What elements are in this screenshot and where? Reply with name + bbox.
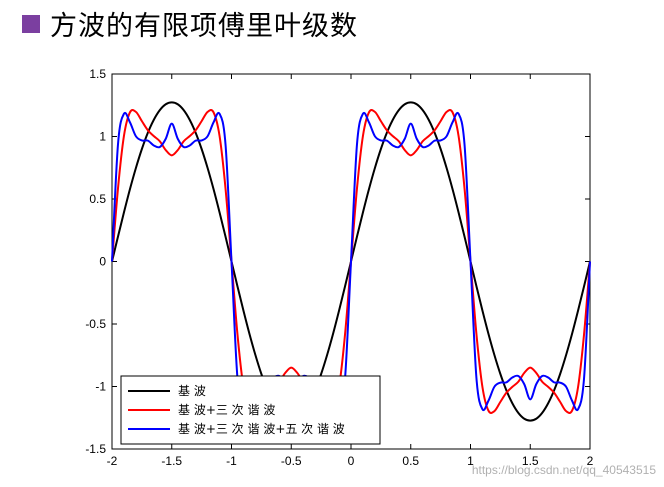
x-tick-label: 1.5 — [522, 454, 539, 468]
y-tick-label: 1.5 — [89, 67, 106, 81]
page-title: 方波的有限项傅里叶级数 — [50, 11, 358, 42]
square-bullet-icon — [22, 14, 40, 33]
watermark: https://blog.csdn.net/qq_40543515 — [471, 463, 656, 477]
y-tick-label: -0.5 — [85, 317, 106, 331]
legend: 基 波基 波+三 次 谐 波基 波+三 次 谐 波+五 次 谐 波 — [120, 375, 381, 445]
x-tick-label: -1 — [226, 454, 237, 468]
x-tick-label: 0 — [348, 454, 355, 468]
x-tick-label: -0.5 — [281, 454, 302, 468]
x-tick-label: -1.5 — [161, 454, 182, 468]
series-lines — [111, 101, 591, 422]
legend-label-2: 基 波+三 次 谐 波+五 次 谐 波 — [178, 422, 345, 436]
y-tick-label: -1.5 — [85, 442, 106, 456]
slide-title: 方波的有限项傅里叶级数 — [22, 4, 358, 43]
y-tick-label: 0 — [99, 255, 106, 269]
x-tick-label: 0.5 — [402, 454, 419, 468]
legend-label-0: 基 波 — [178, 384, 206, 398]
x-tick-label: 1 — [467, 454, 474, 468]
x-tick-label: 2 — [587, 454, 594, 468]
series-line-2 — [111, 111, 591, 412]
y-tick-label: 0.5 — [89, 192, 106, 206]
y-tick-label: 1 — [99, 130, 106, 144]
axis-ticks: -2 -1.5 -1 -0.5 0 0.5 1 1.5 2-1.5-1-0.500.511.5 — [85, 67, 593, 468]
y-tick-label: -1 — [95, 380, 106, 394]
legend-label-1: 基 波+三 次 谐 波 — [178, 403, 275, 417]
x-tick-label: -2 — [107, 454, 118, 468]
